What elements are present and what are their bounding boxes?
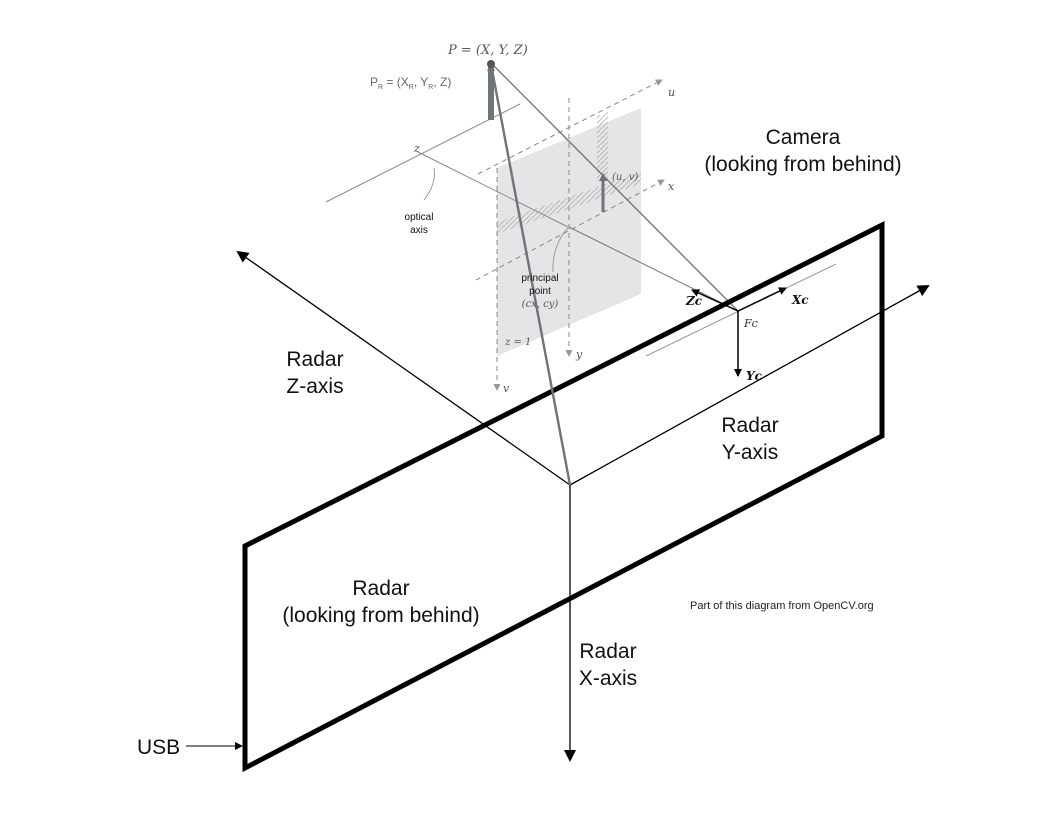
x-axis-cam-label: x — [668, 180, 675, 193]
u-axis — [477, 79, 663, 175]
radar-label-line2: (looking from behind) — [282, 604, 479, 627]
u-axis-label: u — [668, 86, 675, 99]
ray-p-to-fc — [491, 63, 739, 312]
uv-label: (u, v) — [612, 172, 638, 183]
zc-axis — [691, 289, 739, 312]
credit-label: Part of this diagram from OpenCV.org — [690, 600, 874, 612]
radar-plane — [242, 220, 885, 773]
camera-label-line2: (looking from behind) — [704, 153, 901, 176]
xc-label: Xc — [791, 293, 809, 307]
point-p-label: P = (X, Y, Z) — [447, 43, 528, 58]
ray-radar-to-p — [489, 63, 572, 486]
radar-y-label-line1: Radar — [721, 414, 778, 437]
radar-x-label-line1: Radar — [579, 640, 636, 663]
optical-axis-line — [325, 103, 521, 203]
optical-axis-label-line1: optical — [405, 212, 434, 223]
zc-label: Zc — [685, 294, 703, 308]
xc-axis — [737, 287, 787, 312]
radar-y-label-line2: Y-axis — [722, 441, 778, 464]
radar-z-label-line1: Radar — [286, 348, 343, 371]
radar-x-label-line2: X-axis — [579, 667, 637, 690]
usb-label: USB — [137, 736, 180, 759]
radar-z-axis-arrow — [236, 250, 571, 486]
point-pr-label: PR = (XR, YR, Z) — [370, 75, 451, 91]
z-axis-cam-label: z — [413, 142, 420, 155]
camera-model — [325, 63, 837, 391]
hatched-column — [597, 112, 608, 182]
z-eq-label: z = 1 — [504, 337, 531, 348]
optical-axis-leader — [423, 167, 435, 201]
optical-axis-label-line2: axis — [410, 225, 428, 236]
principal-label-line2: point — [529, 286, 551, 297]
optical-axis-line-2 — [417, 151, 569, 228]
radar-z-label-line2: Z-axis — [286, 375, 343, 398]
principal-label-line1: principal — [521, 273, 558, 284]
principal-label-line3: (cx, cy) — [522, 299, 559, 310]
hatched-strip — [497, 172, 641, 234]
point-p-dot — [487, 60, 495, 68]
radar-label-line1: Radar — [352, 577, 409, 600]
radar-y-axis-arrow — [569, 285, 930, 486]
yc-label: Yc — [746, 369, 763, 383]
fc-label: Fc — [743, 317, 758, 330]
y-axis-cam-label: y — [575, 348, 583, 361]
camera-label-line1: Camera — [766, 126, 841, 149]
v-axis-label: v — [503, 382, 510, 395]
principal-leader — [552, 227, 569, 273]
ray-pp-to-fc — [568, 226, 739, 312]
